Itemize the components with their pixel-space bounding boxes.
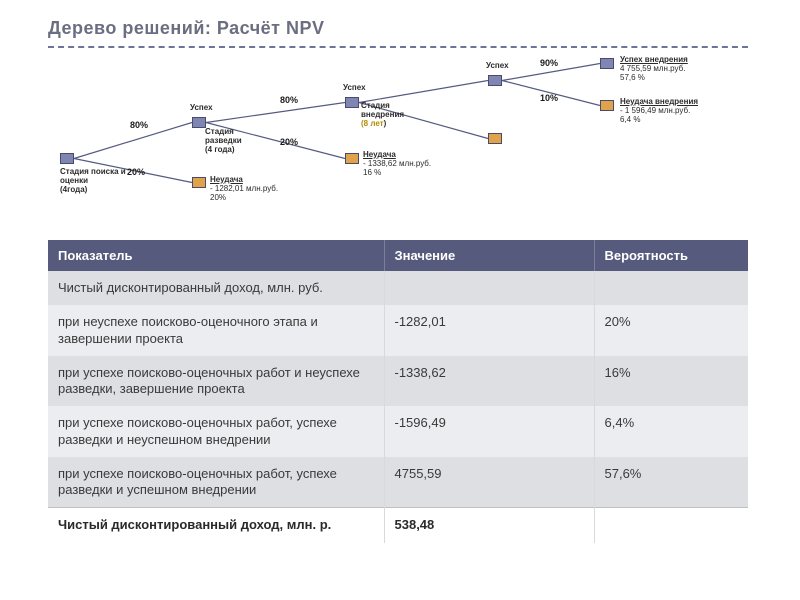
table-cell	[594, 508, 748, 543]
col-probability: Вероятность	[594, 240, 748, 271]
table-row: при успехе поисково-оценочных работ, усп…	[48, 457, 748, 508]
table-row: Чистый дисконтированный доход, млн. руб.	[48, 271, 748, 305]
tree-node	[345, 153, 359, 164]
tree-node	[600, 58, 614, 69]
tree-node	[600, 100, 614, 111]
tree-node	[192, 177, 206, 188]
table-row: при успехе поисково-оценочных работ и не…	[48, 356, 748, 407]
table-row: Чистый дисконтированный доход, млн. р.53…	[48, 508, 748, 543]
title-underline	[48, 46, 748, 48]
pct-1-dn: 20%	[127, 167, 145, 177]
table-cell	[384, 271, 594, 305]
tree-node	[488, 75, 502, 86]
tree-node	[488, 133, 502, 144]
table-cell: 6,4%	[594, 406, 748, 457]
tree-node	[345, 97, 359, 108]
table-cell: 57,6%	[594, 457, 748, 508]
outcome-success-label: Успех внедрения 4 755,59 млн.руб. 57,6 %	[620, 55, 688, 83]
table-cell: 20%	[594, 305, 748, 356]
tree-node	[192, 117, 206, 128]
table-cell: 4755,59	[384, 457, 594, 508]
pct-3-up: 90%	[540, 58, 558, 68]
table-row: при неуспехе поисково-оценочного этапа и…	[48, 305, 748, 356]
table-cell: Чистый дисконтированный доход, млн. р.	[48, 508, 384, 543]
pct-3-dn: 10%	[540, 93, 558, 103]
tree-node	[60, 153, 74, 164]
table-cell: -1282,01	[384, 305, 594, 356]
pct-1-up: 80%	[130, 120, 148, 130]
pct-2-up: 80%	[280, 95, 298, 105]
table-cell: 538,48	[384, 508, 594, 543]
table-cell: при успехе поисково-оценочных работ, усп…	[48, 457, 384, 508]
table-cell: -1338,62	[384, 356, 594, 407]
table-cell: 16%	[594, 356, 748, 407]
pct-2-dn: 20%	[280, 137, 298, 147]
table-cell	[594, 271, 748, 305]
npv-table: Показатель Значение Вероятность Чистый д…	[48, 240, 748, 543]
table-cell: при успехе поисково-оценочных работ и не…	[48, 356, 384, 407]
fail2-label: Неудача - 1338,62 млн.руб. 16 %	[363, 150, 431, 178]
table-header-row: Показатель Значение Вероятность	[48, 240, 748, 271]
decision-tree-diagram: Стадия поиска и оценки (4года) Успех Ста…	[0, 55, 800, 225]
table-cell: -1596,49	[384, 406, 594, 457]
table-cell: при неуспехе поисково-оценочного этапа и…	[48, 305, 384, 356]
col-value: Значение	[384, 240, 594, 271]
table-cell: при успехе поисково-оценочных работ, усп…	[48, 406, 384, 457]
col-indicator: Показатель	[48, 240, 384, 271]
success3-label: Успех	[486, 61, 509, 70]
outcome-fail-label: Неудача внедрения - 1 596,49 млн.руб. 6,…	[620, 97, 698, 125]
success1-label: Успех	[190, 103, 213, 112]
table-cell: Чистый дисконтированный доход, млн. руб.	[48, 271, 384, 305]
fail1-label: Неудача - 1282,01 млн.руб. 20%	[210, 175, 278, 203]
page-title: Дерево решений: Расчёт NPV	[48, 18, 325, 39]
success2-label: Успех	[343, 83, 366, 92]
stage2-label: Стадия разведки (4 года)	[205, 127, 242, 155]
stage3-label: Стадия внедрения (8 лет)	[361, 101, 404, 129]
table-row: при успехе поисково-оценочных работ, усп…	[48, 406, 748, 457]
